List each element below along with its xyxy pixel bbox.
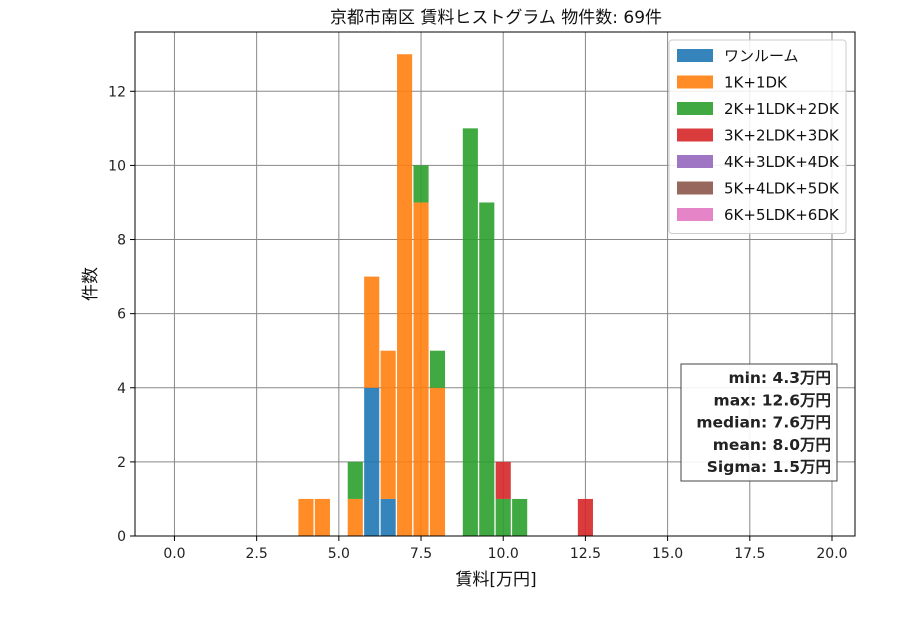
- legend-label: 6K+5LDK+6DK: [724, 206, 840, 224]
- legend-swatch: [677, 102, 713, 115]
- y-tick-label: 8: [117, 233, 126, 249]
- histogram-bar: [413, 202, 429, 536]
- legend-swatch: [677, 128, 713, 142]
- legend-label: 5K+4LDK+5DK: [724, 180, 840, 198]
- histogram-bar: [347, 461, 363, 499]
- x-tick-label: 20.0: [816, 546, 847, 562]
- x-tick-label: 15.0: [652, 546, 683, 562]
- legend-label: 4K+3LDK+4DK: [724, 153, 840, 171]
- x-tick-label: 7.5: [410, 546, 432, 562]
- histogram-bar: [479, 202, 495, 536]
- legend-swatch: [677, 155, 713, 168]
- histogram-bar: [380, 350, 396, 499]
- x-tick-label: 17.5: [734, 546, 765, 562]
- histogram-bar: [397, 54, 413, 537]
- y-tick-label: 2: [117, 455, 126, 471]
- legend-label: ワンルーム: [724, 47, 799, 65]
- histogram-bars: [298, 54, 593, 537]
- histogram-bar: [495, 498, 511, 536]
- stats-frame: [680, 363, 838, 482]
- histogram-bar: [512, 498, 528, 536]
- y-axis-title: 件数: [81, 267, 101, 301]
- legend-swatch: [677, 208, 713, 221]
- y-tick-label: 0: [117, 529, 126, 545]
- x-tick-label: 12.5: [570, 546, 601, 562]
- histogram-bar: [429, 387, 446, 536]
- stats-line: median: 7.6万円: [696, 414, 831, 432]
- legend: ワンルーム 1K+1DK 2K+1LDK+2DK 3K+2LDK+3DK 4K+3LDK…: [668, 39, 847, 234]
- y-tick-label: 10: [108, 158, 126, 174]
- plot-frame: [134, 31, 856, 537]
- stats-line: max: 12.6万円: [714, 391, 831, 409]
- chart-title: 京都市南区 賃料ヒストグラム 物件数: 69件: [330, 8, 662, 28]
- histogram-bar: [577, 498, 593, 536]
- legend-label: 2K+1LDK+2DK: [724, 100, 840, 118]
- histogram-bar: [380, 498, 396, 536]
- legend-swatch: [677, 49, 713, 62]
- x-axis-title: 賃料[万円]: [455, 570, 536, 590]
- histogram-bar: [347, 498, 363, 536]
- histogram-bar: [364, 387, 380, 536]
- y-tick-label: 12: [108, 84, 126, 100]
- legend-label: 1K+1DK: [724, 74, 788, 92]
- histogram-bar: [364, 276, 380, 388]
- histogram-bar: [429, 350, 446, 388]
- x-tick-label: 10.0: [488, 546, 519, 562]
- histogram-bar: [462, 128, 478, 536]
- legend-swatch: [677, 181, 713, 195]
- y-tick-label: 6: [117, 307, 126, 323]
- x-tick-label: 2.5: [246, 546, 268, 562]
- legend-frame: [668, 39, 847, 234]
- y-tick-label: 4: [117, 381, 126, 397]
- stats-line: Sigma: 1.5万円: [707, 458, 831, 476]
- histogram-bar: [298, 498, 314, 536]
- x-tick-label: 0.0: [163, 546, 185, 562]
- histogram-bar: [413, 165, 429, 203]
- stats-line: min: 4.3万円: [728, 369, 831, 387]
- x-tick-label: 5.0: [328, 546, 350, 562]
- histogram-bar: [495, 461, 511, 499]
- axis-ticks: 0.0 2.5 5.0 7.5 10.0 12.5 15.0 17.5 20.0 0 2 4 6 8 10 1…: [108, 84, 847, 562]
- legend-label: 3K+2LDK+3DK: [724, 127, 840, 145]
- stats-box: min: 4.3万円 max: 12.6万円 median: 7.6万円 mean: …: [680, 363, 838, 482]
- stats-line: mean: 8.0万円: [713, 436, 831, 454]
- histogram-bar: [314, 498, 330, 536]
- legend-swatch: [677, 75, 713, 89]
